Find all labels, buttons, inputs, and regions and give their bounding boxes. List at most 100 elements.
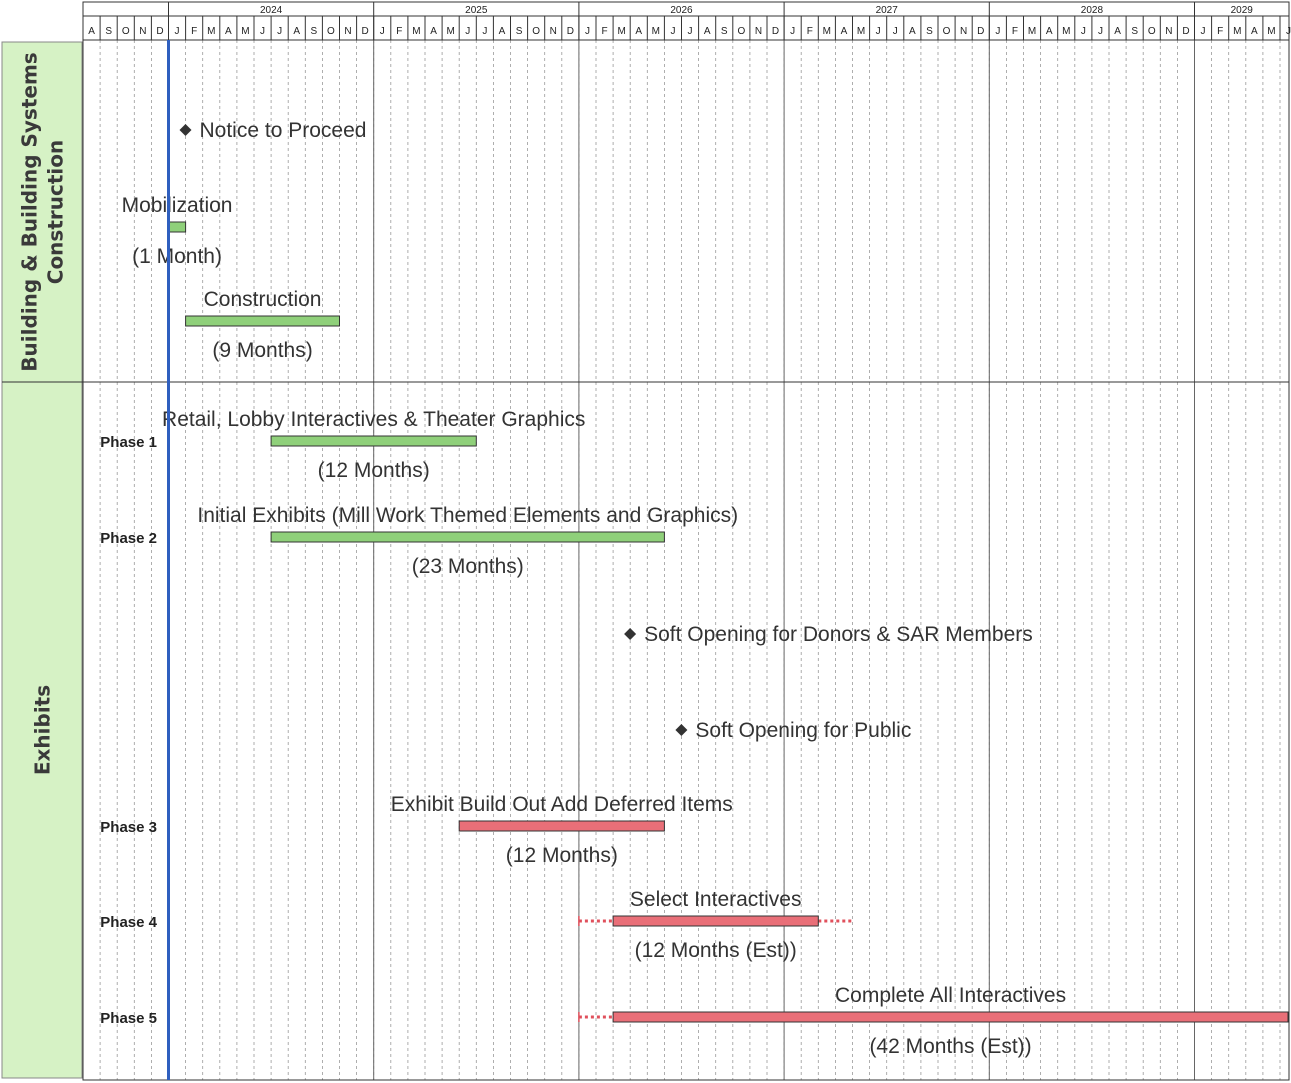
month-tick-label: M xyxy=(1062,26,1070,37)
task-duration-label: (23 Months) xyxy=(412,555,524,578)
month-tick-label: A xyxy=(704,26,711,37)
section-label: Building & Building Systems xyxy=(18,52,42,371)
month-tick-label: O xyxy=(122,26,130,37)
month-tick-label: O xyxy=(532,26,540,37)
task-bar xyxy=(458,820,665,832)
phase-label: Phase 4 xyxy=(100,914,157,931)
month-tick-label: S xyxy=(926,26,933,37)
task-name-label: Exhibit Build Out Add Deferred Items xyxy=(391,793,733,816)
task-duration-label: (12 Months) xyxy=(318,459,430,482)
phase-label: Phase 5 xyxy=(100,1010,157,1027)
month-tick-label: M xyxy=(617,26,625,37)
month-tick-label: N xyxy=(139,26,146,37)
section-label: Exhibits xyxy=(31,685,55,775)
month-tick-label: A xyxy=(1251,26,1258,37)
year-label: 2027 xyxy=(876,5,899,16)
month-tick-label: J xyxy=(670,26,675,37)
month-tick-label: J xyxy=(482,26,487,37)
milestone-label: Soft Opening for Public xyxy=(695,719,911,742)
month-tick-label: M xyxy=(1233,26,1241,37)
task-bar xyxy=(168,221,187,233)
task-name-label: Retail, Lobby Interactives & Theater Gra… xyxy=(162,408,585,431)
month-tick-label: O xyxy=(737,26,745,37)
month-tick-label: J xyxy=(585,26,590,37)
phase-label: Phase 3 xyxy=(100,819,157,836)
year-label: 2026 xyxy=(670,5,693,16)
task-name-label: Complete All Interactives xyxy=(835,984,1066,1007)
section-bg-building xyxy=(1,41,83,383)
month-tick-label: J xyxy=(380,26,385,37)
month-tick-label: J xyxy=(1098,26,1103,37)
year-label: 2024 xyxy=(260,5,283,16)
month-tick-label: A xyxy=(1046,26,1053,37)
month-tick-label: S xyxy=(721,26,728,37)
month-tick-label: D xyxy=(156,26,163,37)
month-tick-label: J xyxy=(1286,26,1291,37)
milestone-label: Notice to Proceed xyxy=(200,119,367,142)
month-tick-label: A xyxy=(430,26,437,37)
task-duration-label: (1 Month) xyxy=(132,245,222,268)
milestone-label: Soft Opening for Donors & SAR Members xyxy=(644,623,1033,646)
month-tick-label: O xyxy=(1148,26,1156,37)
month-tick-label: M xyxy=(1267,26,1275,37)
month-tick-label: S xyxy=(1131,26,1138,37)
month-tick-label: M xyxy=(652,26,660,37)
month-tick-label: N xyxy=(344,26,351,37)
month-tick-label: F xyxy=(601,26,607,37)
month-tick-label: S xyxy=(516,26,523,37)
month-tick-label: J xyxy=(688,26,693,37)
month-tick-label: J xyxy=(260,26,265,37)
task-duration-label: (12 Months (Est)) xyxy=(635,939,797,962)
task-name-label: Initial Exhibits (Mill Work Themed Eleme… xyxy=(197,504,738,527)
month-tick-label: M xyxy=(446,26,454,37)
task-bar xyxy=(612,1011,1289,1023)
month-tick-label: O xyxy=(327,26,335,37)
month-tick-label: J xyxy=(893,26,898,37)
month-tick-label: J xyxy=(1201,26,1206,37)
month-tick-label: N xyxy=(960,26,967,37)
month-tick-label: N xyxy=(755,26,762,37)
task-name-label: Mobilization xyxy=(122,194,233,217)
milestone-diamond xyxy=(179,124,192,136)
month-tick-label: D xyxy=(362,26,369,37)
phase-label: Phase 2 xyxy=(100,530,157,547)
month-tick-label: N xyxy=(550,26,557,37)
month-tick-label: F xyxy=(807,26,813,37)
month-tick-label: O xyxy=(943,26,951,37)
month-tick-label: A xyxy=(841,26,848,37)
timeline-header xyxy=(82,1,1290,41)
task-duration-label: (9 Months) xyxy=(212,339,312,362)
month-tick-label: J xyxy=(465,26,470,37)
month-tick-label: J xyxy=(790,26,795,37)
month-tick-label: J xyxy=(277,26,282,37)
month-tick-label: J xyxy=(876,26,881,37)
task-name-label: Select Interactives xyxy=(630,888,802,911)
month-tick-label: A xyxy=(909,26,916,37)
section-label: Construction xyxy=(44,140,68,284)
month-tick-label: M xyxy=(207,26,215,37)
plot-border xyxy=(82,39,1290,1081)
month-tick-label: S xyxy=(105,26,112,37)
month-tick-label: M xyxy=(241,26,249,37)
month-tick-label: A xyxy=(1114,26,1121,37)
month-tick-label: J xyxy=(1081,26,1086,37)
month-tick-label: J xyxy=(175,26,180,37)
milestone-diamond xyxy=(624,628,637,640)
month-tick-label: D xyxy=(567,26,574,37)
month-tick-label: M xyxy=(1028,26,1036,37)
month-tick-label: F xyxy=(1012,26,1018,37)
month-tick-label: D xyxy=(977,26,984,37)
milestone-diamond xyxy=(675,724,688,736)
task-duration-label: (42 Months (Est)) xyxy=(869,1035,1031,1058)
month-tick-label: M xyxy=(823,26,831,37)
section-bg-exhibits xyxy=(1,381,83,1079)
month-tick-label: A xyxy=(499,26,506,37)
month-tick-label: F xyxy=(1217,26,1223,37)
month-tick-label: F xyxy=(396,26,402,37)
task-duration-label: (12 Months) xyxy=(506,844,618,867)
month-tick-label: J xyxy=(995,26,1000,37)
month-tick-label: A xyxy=(635,26,642,37)
month-tick-label: F xyxy=(191,26,197,37)
month-tick-label: N xyxy=(1165,26,1172,37)
